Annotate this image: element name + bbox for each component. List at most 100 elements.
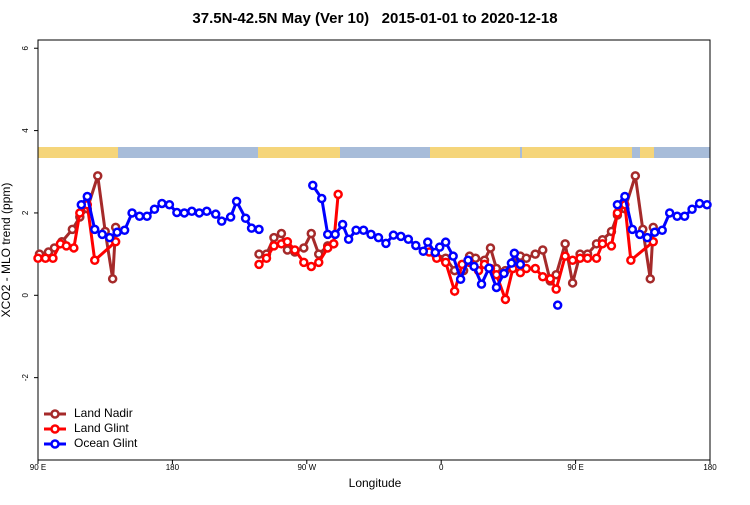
data-point [313,257,324,268]
data-point [484,263,494,273]
x-tick-label: 90 E [567,463,583,472]
data-point [179,208,190,218]
data-point [76,199,87,210]
legend-label: Land Nadir [74,406,133,420]
y-axis-label: XCO2 - MLO trend (ppm) [0,183,13,318]
data-point [33,253,43,263]
data-point [606,241,617,251]
data-point [333,189,343,200]
data-point [485,243,496,253]
data-point [418,246,429,256]
data-point [567,255,578,266]
data-point [322,243,333,253]
data-point [657,225,667,235]
data-point [328,239,339,249]
data-point [246,223,257,233]
data-point [269,232,279,243]
data-point [687,204,697,214]
data-point [440,257,451,268]
data-point [306,261,317,272]
data-point [48,253,58,263]
data-point [276,228,287,239]
data-point [92,171,103,181]
data-point [290,245,300,255]
data-point [545,274,555,284]
data-point [210,209,221,219]
data-point [403,234,414,245]
data-point [351,225,361,235]
data-point [630,171,641,181]
data-point [201,206,212,217]
data-point [491,282,502,293]
data-point [388,230,399,240]
data-point [269,241,279,251]
data-point [322,229,333,240]
data-point [216,216,227,226]
data-point [337,219,348,230]
data-point [476,279,487,289]
data-point [551,284,561,294]
data-point [134,211,145,221]
data-point [282,237,293,247]
data-point [560,239,570,249]
data-point [396,231,406,242]
x-tick-label: 180 [166,463,180,472]
data-point [612,199,623,210]
data-point [515,259,526,270]
data-point [261,253,272,263]
data-point [552,300,563,310]
data-point [620,191,630,202]
data-point [149,204,160,214]
y-tick-label: 4 [21,128,30,133]
data-point [649,227,660,238]
data-point [330,229,340,240]
data-point [240,213,251,224]
data-point [254,249,264,259]
data-point [449,286,460,296]
data-point [411,240,421,251]
y-tick-label: 0 [21,293,30,298]
data-point [560,251,570,261]
data-point [299,243,309,253]
data-point [119,225,130,235]
data-point [648,237,659,247]
data-point [500,294,511,305]
data-point [89,224,100,235]
data-point [499,268,509,279]
data-point [506,258,517,268]
data-point [157,198,167,209]
legend-label: Ocean Glint [74,436,138,450]
data-point [343,234,354,245]
data-point [626,255,636,266]
data-point [316,193,327,204]
data-point [530,263,541,274]
data-point [591,253,602,263]
data-point [635,229,645,240]
x-tick-label: 90 E [30,463,46,472]
data-point [537,245,548,255]
data-point [282,245,293,255]
data-point [672,211,682,221]
data-point [642,232,653,243]
data-point [231,196,242,207]
data-point [75,208,85,218]
data-point [582,253,593,263]
data-point [575,253,585,263]
data-point [299,257,309,268]
legend-label: Land Glint [74,421,129,435]
data-point [69,243,79,253]
data-point [381,238,391,249]
map-strip [38,147,710,158]
data-point [110,237,121,247]
data-point [537,272,548,282]
data-point [530,249,541,259]
data-point [61,241,72,251]
data-point [107,274,118,284]
data-point [521,263,532,274]
data-point [89,255,100,266]
data-point [521,253,532,263]
data-point [448,251,458,261]
data-point [172,207,182,218]
data-point [434,242,445,252]
